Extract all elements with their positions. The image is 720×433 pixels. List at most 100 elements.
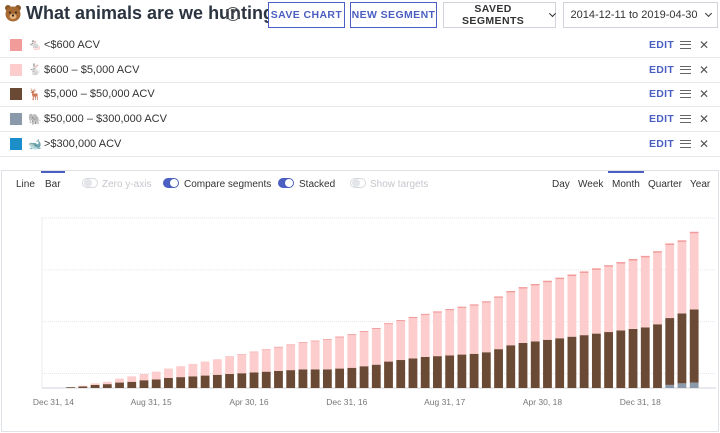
bar-segment xyxy=(567,336,577,388)
bar-segment xyxy=(616,262,626,264)
bar-segment xyxy=(310,341,320,370)
bar-segment xyxy=(689,231,699,234)
segment-color-swatch[interactable] xyxy=(10,88,22,101)
segment-color-swatch[interactable] xyxy=(10,138,22,151)
bar-segment xyxy=(274,346,283,348)
bar-segment xyxy=(653,324,662,388)
save-chart-button[interactable]: SAVE CHART xyxy=(268,2,345,28)
bar-segment xyxy=(396,360,406,388)
bar-segment xyxy=(249,351,259,353)
saved-segments-dropdown[interactable]: SAVED SEGMENTS xyxy=(443,2,557,28)
tab-month[interactable]: Month xyxy=(608,171,644,190)
close-icon[interactable]: ✕ xyxy=(699,37,710,52)
tab-day[interactable]: Day xyxy=(552,179,570,190)
segment-row: 🐘 $50,000 – $300,000 ACV EDIT ✕ xyxy=(0,107,720,133)
close-icon[interactable]: ✕ xyxy=(699,87,710,102)
bar-segment xyxy=(274,370,283,388)
bar-segment xyxy=(530,285,540,342)
zero-y-axis-label: Zero y-axis xyxy=(102,179,152,190)
edit-segment-button[interactable]: EDIT xyxy=(649,113,675,126)
mouse-icon: 🐁 xyxy=(28,39,42,52)
bar-segment xyxy=(286,370,296,388)
zero-y-axis-toggle[interactable] xyxy=(82,178,98,188)
bar-segment xyxy=(518,288,528,343)
tab-line[interactable]: Line xyxy=(16,179,35,190)
close-icon[interactable]: ✕ xyxy=(699,112,710,127)
tab-bar[interactable]: Bar xyxy=(41,171,65,190)
segment-color-swatch[interactable] xyxy=(10,113,22,126)
drag-handle-icon[interactable] xyxy=(680,115,691,124)
bar-segment xyxy=(322,339,332,370)
bar-segment xyxy=(139,374,149,381)
segment-label: >$300,000 ACV xyxy=(44,138,122,151)
bar-segment xyxy=(567,274,577,277)
whale-icon: 🐋 xyxy=(28,138,42,151)
tab-quarter[interactable]: Quarter xyxy=(648,179,682,190)
elephant-icon: 🐘 xyxy=(28,113,42,126)
new-segment-button[interactable]: NEW SEGMENT xyxy=(350,2,437,28)
drag-handle-icon[interactable] xyxy=(680,40,691,49)
stacked-toggle[interactable] xyxy=(278,178,294,188)
bar-segment xyxy=(127,381,137,388)
segment-color-swatch[interactable] xyxy=(10,38,22,51)
bar-segment xyxy=(433,356,442,388)
bar-segment xyxy=(164,377,173,388)
bar-segment xyxy=(200,361,210,376)
show-targets-toggle[interactable] xyxy=(350,178,366,188)
bar-segment xyxy=(310,340,320,342)
bar-segment xyxy=(506,290,516,293)
edit-segment-button[interactable]: EDIT xyxy=(649,88,675,101)
bar-segment xyxy=(445,355,455,388)
bar-segment xyxy=(567,276,577,337)
tab-week[interactable]: Week xyxy=(578,179,604,190)
bar-segment xyxy=(274,347,283,371)
bar-segment xyxy=(102,384,112,388)
bar-segment xyxy=(212,374,222,388)
segment-color-swatch[interactable] xyxy=(10,63,22,76)
bar-segment xyxy=(616,263,626,331)
date-range-dropdown[interactable]: 2014-12-11 to 2019-04-30 xyxy=(563,2,718,28)
bar-segment xyxy=(494,296,503,298)
bear-logo-icon xyxy=(5,5,21,22)
edit-segment-button[interactable]: EDIT xyxy=(649,138,675,151)
chevron-down-icon xyxy=(549,10,557,17)
bar-segment xyxy=(591,269,601,334)
bar-segment xyxy=(640,255,650,258)
bar-segment xyxy=(665,243,675,245)
bar-segment xyxy=(249,352,259,373)
compare-segments-toggle[interactable] xyxy=(163,178,179,188)
page-title: What animals are we hunting? xyxy=(26,3,286,23)
drag-handle-icon[interactable] xyxy=(680,65,691,74)
segment-row: 🐁 <$600 ACV EDIT ✕ xyxy=(0,33,720,58)
bar-segment xyxy=(481,352,491,388)
edit-segment-button[interactable]: EDIT xyxy=(649,38,675,51)
bar-segment xyxy=(371,327,381,329)
bar-segment xyxy=(237,373,247,388)
bar-segment xyxy=(555,338,565,388)
close-icon[interactable]: ✕ xyxy=(699,137,710,152)
x-tick-label: Dec 31, 14 xyxy=(33,397,74,407)
help-icon[interactable]: ? xyxy=(226,7,240,21)
bar-segment xyxy=(384,361,393,388)
bar-segment xyxy=(225,374,234,388)
bar-segment xyxy=(445,310,455,356)
bar-segment xyxy=(115,382,124,388)
bar-segment xyxy=(628,260,638,329)
bar-segment xyxy=(359,331,369,333)
close-icon[interactable]: ✕ xyxy=(699,62,710,77)
bar-segment xyxy=(371,328,381,365)
bar-segment xyxy=(628,258,638,261)
drag-handle-icon[interactable] xyxy=(680,140,691,149)
compare-segments-label: Compare segments xyxy=(184,179,272,190)
edit-segment-button[interactable]: EDIT xyxy=(649,63,675,76)
bar-segment xyxy=(665,318,675,385)
bar-segment xyxy=(604,266,613,333)
x-tick-label: Dec 31, 16 xyxy=(326,397,367,407)
bar-segment xyxy=(604,265,613,267)
segment-label: $50,000 – $300,000 ACV xyxy=(44,113,167,126)
stacked-bar-chart: Dec 31, 14 Aug 31, 15 Apr 30, 16 Dec 31, 16… xyxy=(33,217,716,407)
saved-segments-label: SAVED SEGMENTS xyxy=(462,3,525,27)
tab-year[interactable]: Year xyxy=(690,179,711,190)
drag-handle-icon[interactable] xyxy=(680,90,691,99)
chevron-down-icon xyxy=(704,9,712,18)
